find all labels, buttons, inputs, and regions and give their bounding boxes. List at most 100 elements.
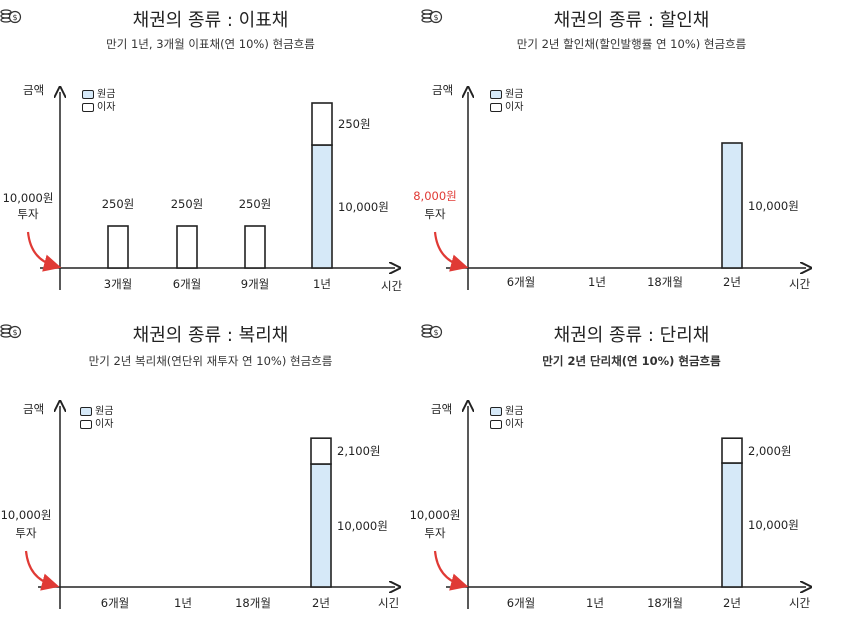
interest-bar <box>107 225 129 269</box>
chart-svg <box>24 309 421 609</box>
principal-value-label: 10,000원 <box>337 518 388 533</box>
legend-interest-label: 이자 <box>505 102 524 113</box>
investment-amount: 10,000원 <box>409 508 461 522</box>
legend: 원금 이자 <box>490 405 523 431</box>
panel-title: $ 채권의 종류 : 단리채 <box>421 321 842 347</box>
principal-bar <box>311 144 333 269</box>
investment-amount: 10,000원 <box>0 508 52 522</box>
legend-principal-swatch <box>80 407 92 416</box>
legend-principal-label: 원금 <box>505 406 524 417</box>
investment-label: 투자 <box>424 526 446 540</box>
coin-stack-icon: $ <box>0 324 22 339</box>
x-axis-label: 시간 <box>381 279 403 293</box>
x-tick-label: 2년 <box>312 596 330 610</box>
interest-bar <box>176 225 198 269</box>
bar-group <box>107 102 333 269</box>
legend: 원금 이자 <box>82 88 115 114</box>
panel-coupon-bond: $ 채권의 종류 : 이표채 만기 1년, 3개월 이표채(연 10%) 현금흐… <box>0 0 421 309</box>
bar-group <box>310 437 332 588</box>
x-tick-label: 18개월 <box>647 596 683 610</box>
interest-bar <box>244 225 266 269</box>
interest-bar <box>311 102 333 146</box>
svg-text:$: $ <box>12 13 17 22</box>
legend-interest-swatch <box>490 420 502 429</box>
legend: 원금 이자 <box>490 88 523 114</box>
interest-value-label: 250원 <box>338 117 371 131</box>
chart-svg <box>433 309 842 609</box>
x-tick-label: 6개월 <box>100 596 130 610</box>
chart-svg <box>26 0 421 290</box>
x-tick-label: 1년 <box>313 277 331 291</box>
x-tick-label: 18개월 <box>647 275 683 289</box>
x-tick-label: 3개월 <box>103 277 133 291</box>
legend-interest-swatch <box>82 103 94 112</box>
legend-principal-swatch <box>490 407 502 416</box>
interest-bar <box>310 437 332 465</box>
x-tick-label: 9개월 <box>240 277 270 291</box>
interest-value-label: 2,100원 <box>337 444 381 459</box>
panel-simple-interest-bond: $ 채권의 종류 : 단리채 만기 2년 단리채(연 10%) 현금흐름 금액 … <box>410 309 842 618</box>
x-tick-label: 2년 <box>723 596 741 610</box>
investment-label: 투자 <box>424 207 446 221</box>
legend-principal-swatch <box>490 90 502 99</box>
y-axis-label: 금액 <box>432 83 454 97</box>
investment-arrow <box>26 231 62 272</box>
x-tick-label: 1년 <box>586 596 604 610</box>
principal-value-label: 10,000원 <box>338 199 389 214</box>
interest-value-label: 250원 <box>170 197 204 211</box>
svg-text:$: $ <box>433 13 438 22</box>
interest-value-label: 2,000원 <box>748 443 792 458</box>
legend-interest-swatch <box>80 420 92 429</box>
legend-principal-label: 원금 <box>97 89 116 100</box>
legend-interest-label: 이자 <box>97 102 116 113</box>
investment-amount: 8,000원 <box>413 189 457 203</box>
svg-text:$: $ <box>12 328 17 337</box>
principal-bar <box>721 462 743 588</box>
chart-svg <box>433 0 842 290</box>
panel-subtitle: 만기 2년 복리채(연단위 재투자 연 10%) 현금흐름 <box>88 354 333 368</box>
principal-value-label: 10,000원 <box>748 518 799 532</box>
investment-amount: 10,000원 <box>2 191 54 205</box>
x-tick-label: 6개월 <box>172 277 202 291</box>
legend-principal-label: 원금 <box>95 406 114 417</box>
x-tick-label: 18개월 <box>235 596 271 610</box>
interest-bar <box>721 437 743 464</box>
legend-principal-swatch <box>82 90 94 99</box>
coin-stack-icon: $ <box>421 9 443 24</box>
x-tick-label: 2년 <box>723 275 741 289</box>
y-axis-label: 금액 <box>431 402 453 416</box>
x-axis-label: 시긴 <box>378 596 400 610</box>
coin-stack-icon: $ <box>421 324 443 339</box>
panel-subtitle: 만기 1년, 3개월 이표채(연 10%) 현금흐름 <box>106 37 315 51</box>
investment-label: 투자 <box>15 526 37 540</box>
investment-arrow <box>24 550 60 591</box>
y-axis-label: 금액 <box>23 402 45 416</box>
svg-text:$: $ <box>433 328 438 337</box>
principal-value-label: 10,000원 <box>748 198 799 213</box>
legend-interest-label: 이자 <box>95 419 114 430</box>
panel-compound-bond: $ 채권의 종류 : 복리채 만기 2년 복리채(연단위 재투자 연 10%) … <box>0 309 421 618</box>
interest-value-label: 250원 <box>238 197 272 211</box>
panel-discount-bond: $ 채권의 종류 : 할인채 만기 2년 할인채(할인발행률 연 10%) 현금… <box>413 0 842 309</box>
bar-group <box>721 437 743 588</box>
legend-principal-label: 원금 <box>505 89 524 100</box>
panel-subtitle: 만기 2년 단리채(연 10%) 현금흐름 <box>542 354 721 368</box>
x-tick-label: 6개월 <box>506 275 536 289</box>
x-axis-label: 시간 <box>789 277 811 291</box>
principal-bar <box>310 463 332 588</box>
x-tick-label: 6개월 <box>506 596 536 610</box>
panel-title: $ 채권의 종류 : 할인채 <box>421 6 842 32</box>
coin-stack-icon: $ <box>0 9 22 24</box>
interest-value-label: 250원 <box>101 197 135 211</box>
panel-title: $ 채권의 종류 : 복리채 <box>0 321 421 347</box>
x-axis-label: 시간 <box>789 596 811 610</box>
y-axis-label: 금액 <box>23 83 45 97</box>
bar-group <box>721 142 743 269</box>
principal-bar <box>721 142 743 269</box>
investment-arrow <box>433 231 469 272</box>
legend-interest-swatch <box>490 103 502 112</box>
investment-arrow <box>433 550 469 591</box>
x-tick-label: 1년 <box>588 275 606 289</box>
legend: 원금 이자 <box>80 405 113 431</box>
panel-subtitle: 만기 2년 할인채(할인발행률 연 10%) 현금흐름 <box>516 37 747 51</box>
